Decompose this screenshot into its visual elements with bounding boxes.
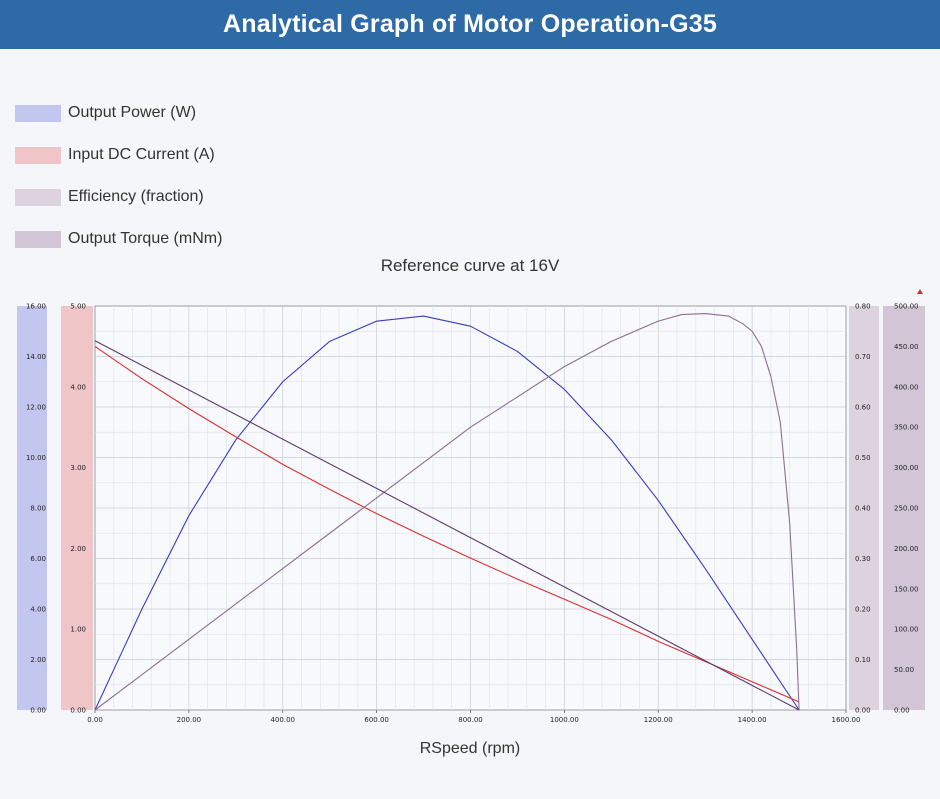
legend-label-current: Input DC Current (A) <box>68 146 215 163</box>
axis-band-efficiency <box>849 306 879 710</box>
legend-swatch-current <box>15 146 61 164</box>
legend-swatch-efficiency <box>15 188 61 206</box>
x-tick-label: 200.00 <box>177 716 202 724</box>
x-tick-label: 0.00 <box>87 716 103 724</box>
legend-label-efficiency: Efficiency (fraction) <box>68 188 204 205</box>
y-tick-label-power: 16.00 <box>26 303 46 311</box>
y-tick-label-torque: 500.00 <box>894 303 919 311</box>
y-tick-label-current: 4.00 <box>70 383 86 391</box>
header-bar: Analytical Graph of Motor Operation-G35 <box>0 0 940 49</box>
y-tick-label-current: 5.00 <box>70 303 86 311</box>
axis-band-current <box>61 306 93 710</box>
x-tick-label: 1000.00 <box>550 716 579 724</box>
y-tick-label-torque: 250.00 <box>894 505 919 513</box>
legend-item-power: Output Power (W) <box>15 101 415 125</box>
y-tick-label-efficiency: 0.80 <box>855 303 871 311</box>
x-tick-label: 800.00 <box>458 716 483 724</box>
legend-swatch-power <box>15 104 61 122</box>
y-tick-label-current: 1.00 <box>70 626 86 634</box>
y-tick-label-torque: 0.00 <box>894 707 910 715</box>
y-tick-label-power: 6.00 <box>30 555 46 563</box>
y-tick-label-power: 2.00 <box>30 656 46 664</box>
y-tick-label-torque: 400.00 <box>894 383 919 391</box>
y-tick-label-efficiency: 0.70 <box>855 353 871 361</box>
y-tick-label-torque: 350.00 <box>894 424 919 432</box>
y-tick-label-power: 8.00 <box>30 505 46 513</box>
axis-band-power <box>17 306 47 710</box>
legend-item-torque: Output Torque (mNm) <box>15 227 415 251</box>
y-tick-label-torque: 200.00 <box>894 545 919 553</box>
legend-label-power: Output Power (W) <box>68 104 197 121</box>
y-tick-label-power: 12.00 <box>26 404 46 412</box>
series-line-torque <box>94 340 800 711</box>
y-tick-label-torque: 50.00 <box>894 666 914 674</box>
series-line-power <box>94 315 800 711</box>
x-tick-label: 1400.00 <box>738 716 767 724</box>
y-tick-label-efficiency: 0.30 <box>855 555 871 563</box>
y-tick-label-power: 10.00 <box>26 454 46 462</box>
legend-item-current: Input DC Current (A) <box>15 143 415 167</box>
y-tick-label-efficiency: 0.50 <box>855 454 871 462</box>
legend-label-torque: Output Torque (mNm) <box>68 230 223 247</box>
x-axis-label: RSpeed (rpm) <box>419 740 521 757</box>
y-tick-label-power: 0.00 <box>30 707 46 715</box>
axis-marker-icon <box>917 289 923 294</box>
y-tick-label-current: 0.00 <box>70 707 86 715</box>
chart-title: Reference curve at 16V <box>380 256 560 275</box>
y-tick-label-torque: 150.00 <box>894 585 919 593</box>
y-tick-label-current: 2.00 <box>70 545 86 553</box>
series-line-current <box>94 345 800 703</box>
y-tick-label-efficiency: 0.00 <box>855 707 871 715</box>
y-tick-label-efficiency: 0.60 <box>855 404 871 412</box>
y-tick-label-efficiency: 0.40 <box>855 505 871 513</box>
y-tick-label-torque: 450.00 <box>894 343 919 351</box>
y-tick-label-power: 14.00 <box>26 353 46 361</box>
x-tick-label: 1200.00 <box>644 716 673 724</box>
legend-swatch-torque <box>15 230 61 248</box>
legend-item-efficiency: Efficiency (fraction) <box>15 185 415 209</box>
y-tick-label-torque: 100.00 <box>894 626 919 634</box>
x-tick-label: 400.00 <box>271 716 296 724</box>
y-tick-label-power: 4.00 <box>30 606 46 614</box>
page-title: Analytical Graph of Motor Operation-G35 <box>223 10 717 38</box>
y-tick-label-efficiency: 0.10 <box>855 656 871 664</box>
x-tick-label: 600.00 <box>364 716 389 724</box>
axis-band-torque <box>883 306 925 710</box>
x-tick-label: 1600.00 <box>832 716 861 724</box>
series-line-efficiency <box>94 313 800 711</box>
y-tick-label-torque: 300.00 <box>894 464 919 472</box>
y-tick-label-current: 3.00 <box>70 464 86 472</box>
y-tick-label-efficiency: 0.20 <box>855 606 871 614</box>
